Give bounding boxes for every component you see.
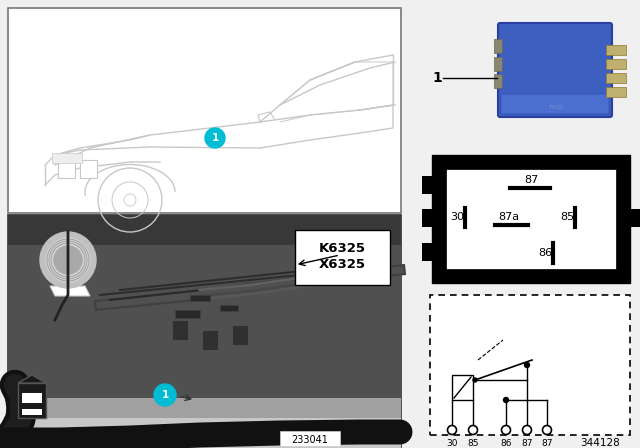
Bar xyxy=(606,87,626,97)
Bar xyxy=(22,409,42,415)
Bar xyxy=(8,398,401,418)
Text: 87a: 87a xyxy=(499,212,520,222)
Bar xyxy=(628,209,640,227)
Bar xyxy=(430,295,630,435)
Bar xyxy=(452,375,473,400)
Bar xyxy=(58,160,75,178)
Text: 87: 87 xyxy=(521,439,532,448)
Bar xyxy=(220,305,238,311)
Circle shape xyxy=(46,238,90,282)
Text: TYCO: TYCO xyxy=(548,104,562,109)
Bar xyxy=(190,295,210,301)
Text: 344128: 344128 xyxy=(580,438,620,448)
Text: 85: 85 xyxy=(467,439,479,448)
Circle shape xyxy=(473,378,477,382)
FancyBboxPatch shape xyxy=(18,383,46,418)
Text: 30: 30 xyxy=(450,212,464,222)
Bar xyxy=(422,176,434,194)
Bar xyxy=(422,209,434,227)
Bar xyxy=(8,215,401,245)
Text: 86: 86 xyxy=(538,248,552,258)
Circle shape xyxy=(504,397,509,402)
Text: X6325: X6325 xyxy=(319,258,365,271)
Polygon shape xyxy=(50,286,90,296)
Circle shape xyxy=(468,426,477,435)
Bar xyxy=(606,73,626,83)
Bar xyxy=(232,325,248,345)
Bar xyxy=(52,153,82,163)
Bar xyxy=(432,155,630,283)
Bar xyxy=(202,330,218,350)
Text: 1: 1 xyxy=(161,390,168,400)
Text: 87: 87 xyxy=(524,175,538,185)
Bar xyxy=(8,8,401,213)
Text: 1: 1 xyxy=(432,71,442,85)
Bar xyxy=(80,160,97,178)
Bar xyxy=(22,393,42,403)
Circle shape xyxy=(205,128,225,148)
Bar xyxy=(606,59,626,69)
Circle shape xyxy=(447,426,456,435)
Circle shape xyxy=(40,232,96,288)
Bar xyxy=(295,230,390,285)
Text: K6325: K6325 xyxy=(319,241,365,254)
Bar xyxy=(175,310,200,318)
FancyBboxPatch shape xyxy=(498,23,612,117)
Text: 86: 86 xyxy=(500,439,512,448)
Text: 30: 30 xyxy=(446,439,458,448)
Text: 87: 87 xyxy=(541,439,553,448)
Circle shape xyxy=(502,426,511,435)
Bar xyxy=(446,169,616,269)
Text: 233041: 233041 xyxy=(292,435,328,445)
Bar xyxy=(8,245,401,398)
Bar xyxy=(280,431,340,446)
Circle shape xyxy=(154,384,176,406)
Bar xyxy=(422,243,434,261)
Bar xyxy=(494,57,502,71)
Bar xyxy=(8,215,401,448)
Text: 1: 1 xyxy=(211,133,219,143)
Bar xyxy=(494,39,502,53)
Circle shape xyxy=(525,362,529,367)
Circle shape xyxy=(543,426,552,435)
Circle shape xyxy=(54,246,82,274)
Circle shape xyxy=(522,426,531,435)
Bar xyxy=(494,74,502,88)
Text: 85: 85 xyxy=(560,212,574,222)
Bar xyxy=(8,418,401,448)
Polygon shape xyxy=(18,375,46,383)
Bar xyxy=(606,45,626,55)
FancyBboxPatch shape xyxy=(501,94,609,114)
Bar xyxy=(172,320,188,340)
